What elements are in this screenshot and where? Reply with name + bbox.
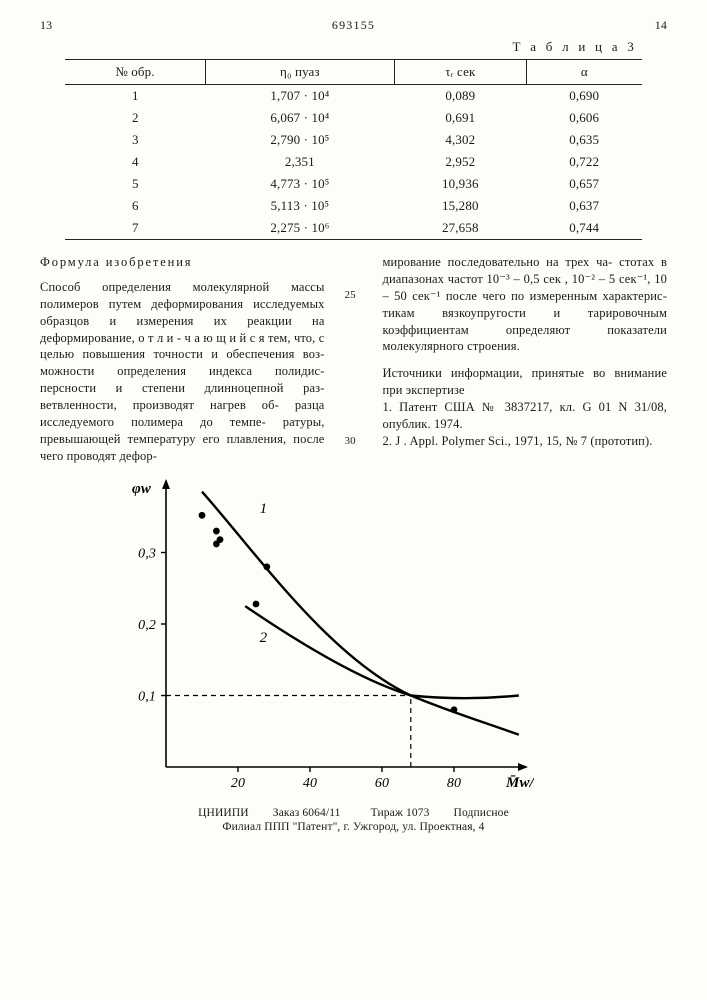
table-col-header: η₀ пуаз (205, 60, 394, 85)
table-cell: 6 (65, 195, 205, 217)
table-cell: 0,606 (526, 107, 642, 129)
footer-tirage: Тираж 1073 (371, 807, 430, 819)
table-cell: 0,744 (526, 217, 642, 240)
svg-text:φw: φw (132, 481, 152, 497)
svg-text:0,3: 0,3 (138, 546, 156, 561)
footer-order: Заказ 6064/11 (273, 807, 341, 819)
sources-title: Источники информации, принятые во вниман… (383, 365, 668, 399)
left-text: Способ определения молекулярной массы по… (40, 279, 325, 465)
table-cell: 4 (65, 151, 205, 173)
source-1: 1. Патент США № 3837217, кл. G 01 N 31/0… (383, 399, 668, 433)
table-col-header: τᵣ сек (394, 60, 526, 85)
table-cell: 0,637 (526, 195, 642, 217)
table-cell: 0,089 (394, 85, 526, 108)
table-cell: 0,690 (526, 85, 642, 108)
left-column: Формула изобретения Способ определения м… (40, 254, 325, 465)
table-col-header: № обр. (65, 60, 205, 85)
svg-text:80: 80 (446, 776, 460, 791)
table-cell: 0,691 (394, 107, 526, 129)
page-header: 13 693155 14 (40, 18, 667, 33)
table-row: 11,707 · 10⁴0,0890,690 (65, 85, 642, 108)
body-columns: Формула изобретения Способ определения м… (40, 254, 667, 465)
line-num: 25 (345, 288, 363, 303)
formula-title: Формула изобретения (40, 254, 325, 271)
table-cell: 0,657 (526, 173, 642, 195)
svg-text:20: 20 (230, 776, 244, 791)
svg-text:2: 2 (259, 629, 267, 645)
footer: ЦНИИПИ Заказ 6064/11 Тираж 1073 Подписно… (40, 807, 667, 833)
table-cell: 6,067 · 10⁴ (205, 107, 394, 129)
footer-line1: ЦНИИПИ Заказ 6064/11 Тираж 1073 Подписно… (40, 807, 667, 819)
svg-text:0,1: 0,1 (138, 689, 156, 704)
table-cell: 2,275 · 10⁶ (205, 217, 394, 240)
footer-line2: Филиал ППП "Патент", г. Ужгород, ул. Про… (40, 821, 667, 833)
footer-sub: Подписное (454, 807, 509, 819)
svg-text:0,2: 0,2 (138, 618, 156, 633)
page-num-left: 13 (40, 18, 80, 33)
table-row: 54,773 · 10⁵10,9360,657 (65, 173, 642, 195)
table-cell: 2 (65, 107, 205, 129)
document-number: 693155 (80, 18, 627, 33)
right-column: мирование последовательно на трех ча- ст… (383, 254, 668, 465)
table-cell: 3 (65, 129, 205, 151)
chart: 20 40 60 80 0,1 0,2 0,3 1 2 M̄w/M̄n φw (114, 473, 594, 803)
svg-text:40: 40 (302, 776, 316, 791)
table-cell: 10,936 (394, 173, 526, 195)
table-header-row: № обр.η₀ пуазτᵣ секα (65, 60, 642, 85)
svg-text:1: 1 (259, 501, 267, 517)
table-cell: 1,707 · 10⁴ (205, 85, 394, 108)
data-table: № обр.η₀ пуазτᵣ секα 11,707 · 10⁴0,0890,… (65, 59, 642, 240)
table-cell: 2,952 (394, 151, 526, 173)
footer-org: ЦНИИПИ (198, 807, 249, 819)
table-cell: 4,302 (394, 129, 526, 151)
table-row: 65,113 · 10⁵15,2800,637 (65, 195, 642, 217)
table-row: 26,067 · 10⁴0,6910,606 (65, 107, 642, 129)
table-caption: Т а б л и ц а 3 (40, 39, 637, 55)
table-cell: 0,635 (526, 129, 642, 151)
table-col-header: α (526, 60, 642, 85)
table-cell: 2,351 (205, 151, 394, 173)
table-row: 32,790 · 10⁵4,3020,635 (65, 129, 642, 151)
table-cell: 4,773 · 10⁵ (205, 173, 394, 195)
table-row: 42,3512,9520,722 (65, 151, 642, 173)
line-num: 30 (345, 434, 363, 449)
svg-text:60: 60 (374, 776, 388, 791)
table-cell: 15,280 (394, 195, 526, 217)
table-cell: 0,722 (526, 151, 642, 173)
page-num-right: 14 (627, 18, 667, 33)
table-row: 72,275 · 10⁶27,6580,744 (65, 217, 642, 240)
line-numbers: 25 30 (345, 254, 363, 465)
table-cell: 5 (65, 173, 205, 195)
table-cell: 2,790 · 10⁵ (205, 129, 394, 151)
table-cell: 5,113 · 10⁵ (205, 195, 394, 217)
table-cell: 27,658 (394, 217, 526, 240)
table-cell: 1 (65, 85, 205, 108)
right-text-top: мирование последовательно на трех ча- ст… (383, 254, 668, 355)
table-cell: 7 (65, 217, 205, 240)
chart-svg: 20 40 60 80 0,1 0,2 0,3 1 2 M̄w/M̄n φw (114, 473, 534, 803)
svg-text:M̄w/M̄n: M̄w/M̄n (505, 775, 534, 791)
source-2: 2. J . Appl. Polymer Sci., 1971, 15, № 7… (383, 433, 668, 450)
